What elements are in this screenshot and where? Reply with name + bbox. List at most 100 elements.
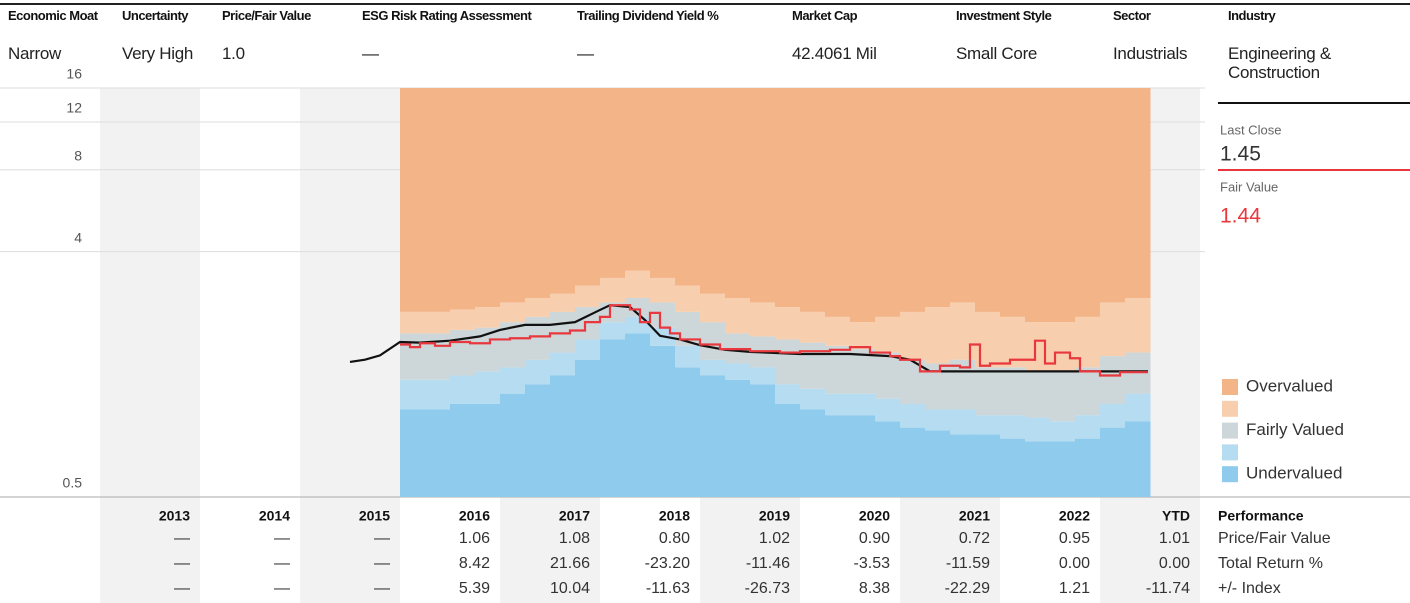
valuation-band xyxy=(775,339,801,385)
valuation-band xyxy=(525,297,551,317)
valuation-band xyxy=(700,322,726,360)
valuation-band xyxy=(1000,438,1026,497)
valuation-band xyxy=(675,88,701,286)
valuation-band xyxy=(975,415,1001,435)
valuation-band xyxy=(850,415,876,497)
valuation-band xyxy=(1125,393,1151,422)
valuation-band xyxy=(600,339,626,497)
valuation-band xyxy=(1025,417,1051,442)
table-cell: 1.21 xyxy=(1059,580,1090,597)
valuation-band xyxy=(525,384,551,497)
valuation-band xyxy=(625,270,651,298)
valuation-band xyxy=(400,311,426,334)
table-cell: — xyxy=(374,580,390,597)
valuation-band xyxy=(575,285,601,308)
valuation-band xyxy=(1075,438,1101,497)
valuation-band xyxy=(475,371,501,404)
valuation-band xyxy=(1000,415,1026,439)
table-cell: 8.42 xyxy=(459,555,490,572)
valuation-band xyxy=(725,88,751,298)
valuation-band xyxy=(975,88,1001,312)
legend-swatch xyxy=(1222,400,1238,417)
header-label: Price/Fair Value xyxy=(222,8,311,23)
valuation-band xyxy=(850,322,876,350)
last-close-label: Last Close xyxy=(1220,122,1281,137)
row-label: Total Return % xyxy=(1218,555,1323,572)
valuation-band xyxy=(675,345,701,368)
valuation-band xyxy=(850,88,876,323)
valuation-band xyxy=(775,88,801,308)
valuation-band xyxy=(875,398,901,422)
valuation-band xyxy=(650,302,676,328)
valuation-band xyxy=(400,88,426,312)
valuation-band xyxy=(775,384,801,404)
valuation-band xyxy=(875,88,901,317)
valuation-band xyxy=(875,352,901,399)
valuation-band xyxy=(750,367,776,385)
valuation-band xyxy=(550,293,576,312)
header-label: Industry xyxy=(1228,8,1276,23)
valuation-band xyxy=(950,302,976,360)
row-label: Price/Fair Value xyxy=(1218,530,1331,547)
y-tick-label: 12 xyxy=(66,100,82,116)
valuation-band xyxy=(825,393,851,416)
year-label: 2020 xyxy=(859,508,890,524)
valuation-band xyxy=(1000,367,1026,416)
valuation-band xyxy=(1100,403,1126,428)
valuation-band xyxy=(1075,88,1101,317)
header-value: 42.4061 Mil xyxy=(792,44,877,63)
y-tick-label: 16 xyxy=(66,66,82,82)
table-cell: 5.39 xyxy=(459,580,490,597)
valuation-band xyxy=(800,388,826,410)
valuation-band xyxy=(500,393,526,497)
table-cell: — xyxy=(374,530,390,547)
valuation-band xyxy=(600,322,626,340)
valuation-band xyxy=(675,285,701,312)
valuation-band xyxy=(750,302,776,337)
table-cell: 0.72 xyxy=(959,530,990,547)
valuation-band xyxy=(1050,441,1076,497)
column-shade xyxy=(100,88,200,603)
valuation-band xyxy=(700,293,726,323)
valuation-band xyxy=(500,88,526,303)
header-value: — xyxy=(577,44,594,63)
valuation-band xyxy=(1100,302,1126,357)
valuation-band xyxy=(725,363,751,380)
valuation-band xyxy=(900,311,926,360)
y-tick-label: 8 xyxy=(74,148,82,164)
valuation-band xyxy=(925,430,951,497)
year-label: 2013 xyxy=(159,508,190,524)
y-tick-label: 0.5 xyxy=(63,475,83,491)
table-cell: 0.00 xyxy=(1059,555,1090,572)
valuation-band xyxy=(550,352,576,376)
year-label: 2016 xyxy=(459,508,490,524)
valuation-band xyxy=(1075,415,1101,439)
valuation-band xyxy=(950,88,976,303)
valuation-band xyxy=(475,403,501,497)
valuation-band xyxy=(925,307,951,364)
valuation-band xyxy=(775,307,801,340)
table-cell: 0.80 xyxy=(659,530,690,547)
valuation-band xyxy=(1125,297,1151,353)
valuation-band xyxy=(825,415,851,497)
valuation-band xyxy=(850,393,876,416)
table-cell: — xyxy=(174,530,190,547)
valuation-band xyxy=(725,379,751,497)
legend-swatch xyxy=(1222,466,1238,483)
valuation-band xyxy=(400,409,426,497)
valuation-band xyxy=(600,277,626,303)
valuation-band xyxy=(975,311,1001,368)
legend-label: Fairly Valued xyxy=(1246,420,1344,439)
valuation-band xyxy=(575,359,601,497)
table-cell: 1.06 xyxy=(459,530,490,547)
row-label: +/- Index xyxy=(1218,580,1281,597)
year-label: 2022 xyxy=(1059,508,1090,524)
fair-value-label: Fair Value xyxy=(1220,179,1278,194)
header-value: Industrials xyxy=(1113,44,1188,63)
valuation-band xyxy=(1100,88,1126,303)
valuation-band xyxy=(800,409,826,497)
valuation-band xyxy=(425,409,451,497)
valuation-band xyxy=(550,311,576,353)
